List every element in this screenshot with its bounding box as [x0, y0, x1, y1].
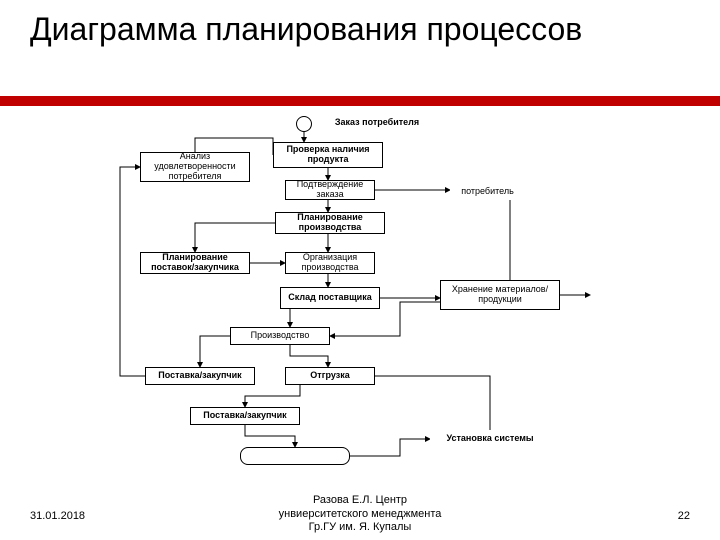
edge-prod-otgr: [290, 345, 328, 367]
node-satisf: Анализ удовлетворенности потребителя: [140, 152, 250, 182]
node-consumer: потребитель: [450, 184, 525, 200]
node-mats: Хранение материалов/продукции: [440, 280, 560, 310]
node-stock: Склад поставщика: [280, 287, 380, 309]
slide-title: Диаграмма планирования процессов: [30, 12, 582, 47]
footer-page: 22: [678, 510, 690, 522]
edge-otgr-sys: [375, 376, 490, 430]
node-ship1: Поставка/закупчик: [145, 367, 255, 385]
node-end: [240, 447, 350, 465]
node-start: [296, 116, 312, 132]
node-confirm: Подтверждение заказа: [285, 180, 375, 200]
footer-center: Разова Е.Л. Центрунвиерситетского менедж…: [0, 494, 720, 534]
edge-otgr-ship2: [245, 385, 300, 407]
node-check: Проверка наличия продукта: [273, 142, 383, 168]
node-ship2: Поставка/закупчик: [190, 407, 300, 425]
node-plan: Планирование производства: [275, 212, 385, 234]
node-sys: Установка системы: [430, 430, 550, 448]
node-prod: Производство: [230, 327, 330, 345]
node-order: Заказ потребителя: [322, 114, 432, 132]
edge-end-sys: [350, 439, 430, 456]
flowchart-diagram: Заказ потребителя Проверка наличия продук…: [90, 112, 630, 482]
accent-bar: [0, 96, 720, 106]
node-otgr: Отгрузка: [285, 367, 375, 385]
edge-plan-planship: [195, 223, 275, 252]
edge-ship2-end: [245, 425, 295, 447]
node-org: Организация производства: [285, 252, 375, 274]
node-planship: Планирование поставок/закупчика: [140, 252, 250, 274]
